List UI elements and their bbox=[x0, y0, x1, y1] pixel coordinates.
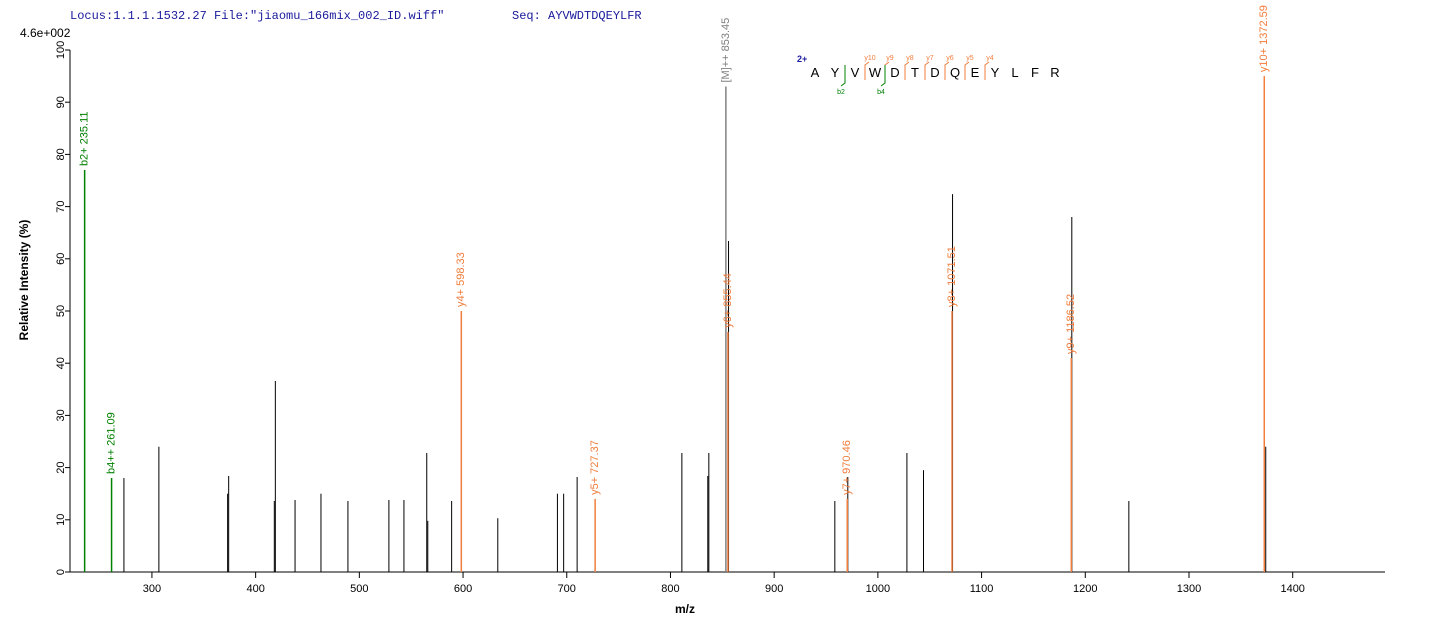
y-ion-label: y9 bbox=[886, 55, 894, 62]
x-tick-label: 1300 bbox=[1177, 583, 1201, 595]
y-ion-bracket bbox=[984, 61, 990, 80]
locus-text: Locus:1.1.1.1532.27 File:"jiaomu_166mix_… bbox=[70, 9, 444, 23]
x-tick-label: 800 bbox=[661, 583, 679, 595]
y-tick-label: 30 bbox=[55, 409, 67, 421]
y-ion-label: y4 bbox=[986, 55, 994, 62]
residue: E bbox=[971, 65, 980, 80]
y-axis-label: Relative Intensity (%) bbox=[17, 220, 31, 341]
residue: Y bbox=[831, 65, 840, 80]
y-tick-label: 60 bbox=[55, 253, 67, 265]
y-ion-bracket bbox=[864, 61, 870, 80]
y-tick-label: 100 bbox=[55, 41, 67, 59]
residue: D bbox=[890, 65, 899, 80]
b-ion-bracket bbox=[880, 65, 886, 87]
y-ion-label: y10 bbox=[864, 55, 875, 62]
x-tick-label: 1100 bbox=[970, 583, 994, 595]
residue: Q bbox=[950, 65, 960, 80]
y-ion-label: y5 bbox=[966, 55, 974, 62]
peak-label: y6+ 855.44 bbox=[722, 273, 734, 328]
residue: D bbox=[930, 65, 939, 80]
residue: Y bbox=[991, 65, 1000, 80]
x-tick-label: 300 bbox=[143, 583, 161, 595]
peak-label: y10+ 1372.59 bbox=[1258, 5, 1270, 72]
residue: V bbox=[851, 65, 860, 80]
residue: L bbox=[1011, 65, 1018, 80]
x-tick-label: 900 bbox=[765, 583, 783, 595]
y-tick-label: 20 bbox=[55, 461, 67, 473]
peak-label: y7+ 970.46 bbox=[841, 440, 853, 495]
residue: F bbox=[1031, 65, 1039, 80]
y-ion-bracket bbox=[924, 61, 930, 80]
residue: R bbox=[1050, 65, 1059, 80]
residue: T bbox=[911, 65, 919, 80]
x-tick-label: 1000 bbox=[866, 583, 890, 595]
residue: W bbox=[869, 65, 882, 80]
x-tick-label: 400 bbox=[246, 583, 264, 595]
b-ion-label: b2 bbox=[837, 89, 845, 96]
peak-label: y9+ 1186.52 bbox=[1065, 294, 1077, 354]
y-ion-bracket bbox=[904, 61, 910, 80]
x-tick-label: 700 bbox=[558, 583, 576, 595]
peak-label: y8+ 1071.51 bbox=[946, 246, 958, 307]
y-tick-label: 50 bbox=[55, 305, 67, 317]
y-tick-label: 90 bbox=[55, 96, 67, 108]
y-ion-bracket bbox=[964, 61, 970, 80]
x-tick-label: 1200 bbox=[1073, 583, 1097, 595]
peak-label: y5+ 727.37 bbox=[589, 440, 601, 495]
peak-label: b4++ 261.09 bbox=[105, 412, 117, 474]
sequence-text: Seq: AYVWDTDQEYLFR bbox=[512, 9, 642, 23]
y-tick-label: 40 bbox=[55, 357, 67, 369]
y-ion-label: y7 bbox=[926, 55, 934, 62]
peak-label: y4+ 598.33 bbox=[455, 252, 467, 307]
b-ion-label: b4 bbox=[877, 89, 885, 96]
y-tick-label: 0 bbox=[55, 569, 67, 575]
x-tick-label: 1400 bbox=[1280, 583, 1304, 595]
y-ion-label: y6 bbox=[946, 55, 954, 62]
x-tick-label: 500 bbox=[350, 583, 368, 595]
y-tick-label: 80 bbox=[55, 148, 67, 160]
b-ion-bracket bbox=[840, 65, 846, 87]
y-tick-label: 10 bbox=[55, 514, 67, 526]
y-ion-bracket bbox=[944, 61, 950, 80]
y-ion-label: y8 bbox=[906, 55, 914, 62]
x-axis-label: m/z bbox=[675, 602, 695, 616]
y-ion-bracket bbox=[884, 61, 890, 80]
scale-label: 4.6e+002 bbox=[20, 26, 71, 40]
peak-label: b2+ 235.11 bbox=[79, 112, 91, 167]
residue: A bbox=[811, 65, 820, 80]
x-tick-label: 600 bbox=[454, 583, 472, 595]
peak-label: [M]++ 853.45 bbox=[720, 18, 732, 83]
charge-label: 2+ bbox=[797, 54, 807, 64]
y-tick-label: 70 bbox=[55, 200, 67, 212]
